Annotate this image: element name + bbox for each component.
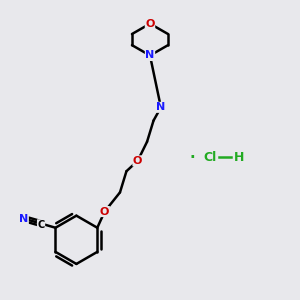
Text: C: C [38, 220, 45, 230]
Text: N: N [19, 214, 28, 224]
Text: Cl: Cl [203, 151, 216, 164]
Text: O: O [133, 156, 142, 166]
Text: N: N [156, 102, 166, 112]
Text: N: N [146, 50, 154, 61]
Text: ·: · [190, 150, 195, 165]
Text: H: H [234, 151, 244, 164]
Text: O: O [100, 206, 109, 217]
Text: O: O [145, 19, 155, 29]
